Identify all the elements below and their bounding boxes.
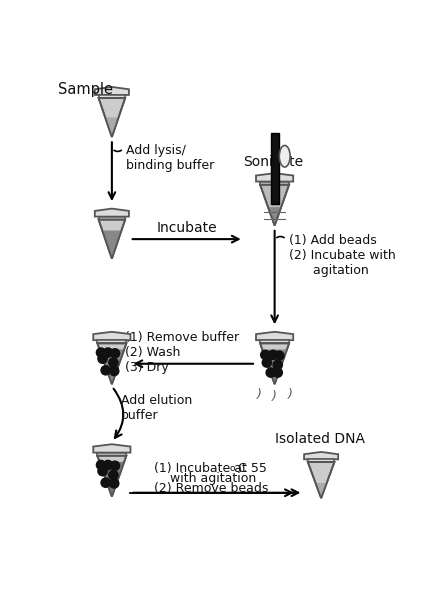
Circle shape — [273, 361, 283, 370]
Text: Add elution
buffer: Add elution buffer — [121, 394, 193, 422]
Circle shape — [261, 350, 270, 359]
Polygon shape — [260, 181, 289, 185]
Polygon shape — [308, 462, 335, 498]
Polygon shape — [102, 231, 121, 259]
Polygon shape — [260, 343, 289, 384]
Circle shape — [273, 368, 283, 377]
Polygon shape — [256, 173, 293, 181]
Text: (1) Add beads
(2) Incubate with
      agitation: (1) Add beads (2) Incubate with agitatio… — [289, 234, 395, 277]
Polygon shape — [97, 343, 126, 384]
Polygon shape — [260, 340, 289, 343]
Circle shape — [111, 349, 120, 358]
Polygon shape — [93, 332, 130, 340]
Text: (1) Remove buffer
(2) Wash
(3) Dry: (1) Remove buffer (2) Wash (3) Dry — [125, 331, 239, 375]
Text: C: C — [234, 462, 247, 475]
Polygon shape — [256, 332, 293, 340]
Circle shape — [266, 368, 275, 377]
Polygon shape — [97, 340, 126, 343]
Circle shape — [101, 478, 111, 487]
Circle shape — [111, 461, 120, 470]
Text: Add lysis/
binding buffer: Add lysis/ binding buffer — [126, 144, 214, 172]
Circle shape — [96, 348, 106, 357]
Circle shape — [268, 350, 278, 359]
Polygon shape — [98, 220, 125, 259]
Text: Incubate: Incubate — [157, 221, 217, 235]
Text: Sample: Sample — [58, 82, 113, 97]
Text: ): ) — [257, 388, 261, 401]
Circle shape — [262, 358, 271, 367]
Polygon shape — [98, 217, 125, 220]
Circle shape — [275, 351, 284, 361]
Circle shape — [98, 354, 107, 364]
Polygon shape — [308, 459, 335, 462]
Polygon shape — [262, 350, 287, 384]
Ellipse shape — [279, 146, 290, 167]
Polygon shape — [304, 452, 338, 459]
Text: (2) Remove beads: (2) Remove beads — [154, 482, 269, 495]
Text: Sonicate: Sonicate — [244, 155, 304, 169]
Circle shape — [110, 479, 119, 488]
Polygon shape — [260, 185, 289, 225]
Polygon shape — [99, 462, 124, 496]
Polygon shape — [98, 98, 125, 137]
Polygon shape — [97, 456, 126, 496]
Circle shape — [96, 460, 106, 470]
Polygon shape — [97, 452, 126, 456]
Polygon shape — [105, 118, 119, 137]
Polygon shape — [95, 209, 129, 217]
Polygon shape — [98, 95, 125, 98]
Circle shape — [98, 466, 107, 476]
Polygon shape — [316, 483, 327, 498]
Circle shape — [101, 365, 111, 375]
Polygon shape — [93, 444, 130, 452]
Text: Isolated DNA: Isolated DNA — [275, 432, 365, 446]
Polygon shape — [95, 87, 129, 95]
Text: o: o — [230, 464, 235, 473]
Text: with agitation: with agitation — [154, 471, 257, 485]
Polygon shape — [271, 133, 279, 204]
Circle shape — [109, 358, 118, 367]
Text: ): ) — [272, 390, 277, 403]
Circle shape — [103, 348, 113, 357]
Circle shape — [110, 367, 119, 376]
Circle shape — [103, 460, 113, 470]
Text: (1) Incubate at 55: (1) Incubate at 55 — [154, 462, 267, 475]
Text: ): ) — [288, 388, 292, 401]
Polygon shape — [99, 350, 124, 384]
Polygon shape — [268, 207, 281, 225]
Circle shape — [109, 470, 118, 480]
